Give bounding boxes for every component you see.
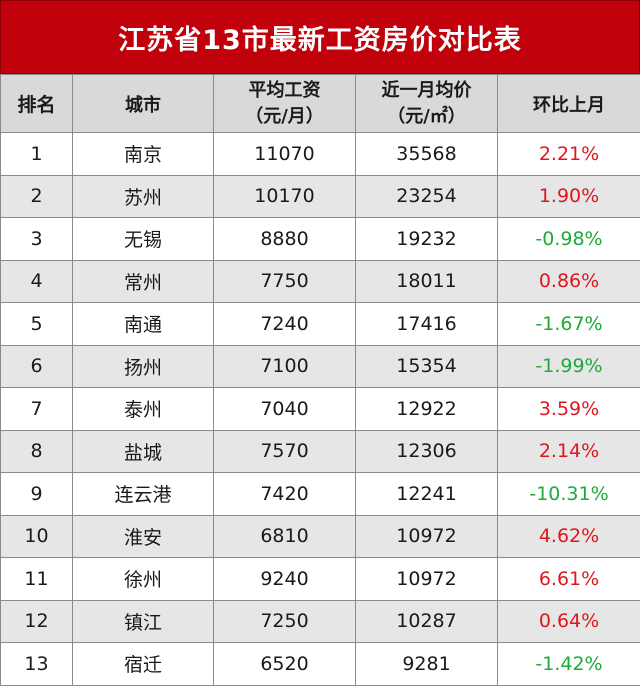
price-cell: 23254: [355, 174, 498, 218]
wage-header-unit: （元/月）: [245, 105, 324, 127]
change-header: 环比上月: [497, 74, 640, 133]
change-cell: -1.67%: [497, 302, 640, 346]
table-row: 10 淮安 6810 10972 4.62%: [0, 514, 640, 558]
city-cell: 无锡: [72, 217, 214, 261]
wage-cell: 6520: [213, 642, 356, 686]
rank-cell: 9: [0, 472, 73, 516]
table-row: 4 常州 7750 18011 0.86%: [0, 259, 640, 303]
price-cell: 12306: [355, 429, 498, 473]
rank-cell: 1: [0, 132, 73, 176]
price-cell: 12241: [355, 472, 498, 516]
price-header: 近一月均价 （元/㎡）: [355, 74, 498, 133]
rank-cell: 5: [0, 302, 73, 346]
city-cell: 南通: [72, 302, 214, 346]
price-cell: 35568: [355, 132, 498, 176]
wage-cell: 10170: [213, 174, 356, 218]
table-row: 6 扬州 7100 15354 -1.99%: [0, 344, 640, 388]
change-cell: 0.64%: [497, 599, 640, 643]
price-cell: 18011: [355, 259, 498, 303]
rank-cell: 7: [0, 387, 73, 431]
table-row: 5 南通 7240 17416 -1.67%: [0, 302, 640, 346]
table-row: 11 徐州 9240 10972 6.61%: [0, 557, 640, 601]
rank-cell: 12: [0, 599, 73, 643]
wage-cell: 7250: [213, 599, 356, 643]
rank-cell: 13: [0, 642, 73, 686]
city-cell: 宿迁: [72, 642, 214, 686]
rank-header: 排名: [0, 74, 73, 133]
rank-cell: 2: [0, 174, 73, 218]
rank-cell: 8: [0, 429, 73, 473]
change-cell: 2.14%: [497, 429, 640, 473]
price-cell: 10287: [355, 599, 498, 643]
wage-header-label: 平均工资: [248, 79, 321, 101]
change-cell: -0.98%: [497, 217, 640, 261]
city-cell: 苏州: [72, 174, 214, 218]
wage-cell: 7100: [213, 344, 356, 388]
price-cell: 15354: [355, 344, 498, 388]
table-row: 13 宿迁 6520 9281 -1.42%: [0, 642, 640, 686]
wage-cell: 7750: [213, 259, 356, 303]
rank-cell: 3: [0, 217, 73, 261]
city-cell: 南京: [72, 132, 214, 176]
header-row: 排名 城市 平均工资 （元/月） 近一月均价 （元/㎡） 环比上月: [0, 74, 640, 133]
wage-cell: 11070: [213, 132, 356, 176]
wage-cell: 7240: [213, 302, 356, 346]
price-cell: 19232: [355, 217, 498, 261]
change-cell: 6.61%: [497, 557, 640, 601]
table-row: 3 无锡 8880 19232 -0.98%: [0, 217, 640, 261]
wage-cell: 7570: [213, 429, 356, 473]
wage-cell: 6810: [213, 514, 356, 558]
table-title: 江苏省13市最新工资房价对比表: [0, 0, 640, 74]
city-cell: 镇江: [72, 599, 214, 643]
table-row: 9 连云港 7420 12241 -10.31%: [0, 472, 640, 516]
table-row: 1 南京 11070 35568 2.21%: [0, 132, 640, 176]
wage-cell: 9240: [213, 557, 356, 601]
city-cell: 泰州: [72, 387, 214, 431]
city-cell: 常州: [72, 259, 214, 303]
table-row: 2 苏州 10170 23254 1.90%: [0, 174, 640, 218]
price-cell: 10972: [355, 514, 498, 558]
table-body: 1 南京 11070 35568 2.21% 2 苏州 10170 23254 …: [0, 132, 640, 686]
city-cell: 淮安: [72, 514, 214, 558]
change-cell: 1.90%: [497, 174, 640, 218]
wage-cell: 7040: [213, 387, 356, 431]
rank-cell: 11: [0, 557, 73, 601]
wage-price-table: 排名 城市 平均工资 （元/月） 近一月均价 （元/㎡） 环比上月 1 南京 1…: [0, 74, 640, 686]
price-cell: 10972: [355, 557, 498, 601]
city-header: 城市: [72, 74, 214, 133]
city-cell: 连云港: [72, 472, 214, 516]
rank-cell: 10: [0, 514, 73, 558]
city-cell: 徐州: [72, 557, 214, 601]
table-row: 7 泰州 7040 12922 3.59%: [0, 387, 640, 431]
price-cell: 17416: [355, 302, 498, 346]
city-cell: 盐城: [72, 429, 214, 473]
wage-cell: 8880: [213, 217, 356, 261]
city-cell: 扬州: [72, 344, 214, 388]
change-cell: 0.86%: [497, 259, 640, 303]
change-cell: -10.31%: [497, 472, 640, 516]
wage-cell: 7420: [213, 472, 356, 516]
table-row: 12 镇江 7250 10287 0.64%: [0, 599, 640, 643]
price-header-unit: （元/㎡）: [387, 105, 466, 127]
change-cell: 2.21%: [497, 132, 640, 176]
change-cell: -1.42%: [497, 642, 640, 686]
price-header-label: 近一月均价: [381, 79, 472, 101]
wage-header: 平均工资 （元/月）: [213, 74, 356, 133]
rank-cell: 4: [0, 259, 73, 303]
change-cell: 4.62%: [497, 514, 640, 558]
change-cell: 3.59%: [497, 387, 640, 431]
change-cell: -1.99%: [497, 344, 640, 388]
table-row: 8 盐城 7570 12306 2.14%: [0, 429, 640, 473]
price-cell: 12922: [355, 387, 498, 431]
price-cell: 9281: [355, 642, 498, 686]
rank-cell: 6: [0, 344, 73, 388]
